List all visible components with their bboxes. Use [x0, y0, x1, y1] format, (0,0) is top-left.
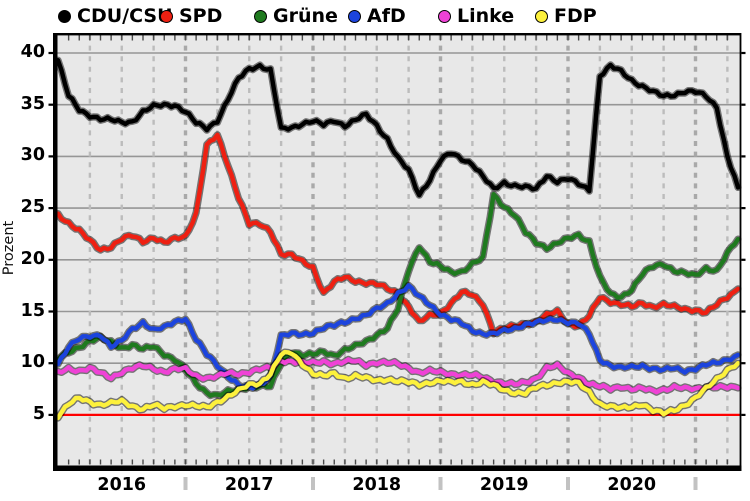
legend-label-cdu-csu: CDU/CSU — [77, 5, 173, 27]
legend-dot-spd — [160, 9, 173, 23]
year-boundary-mark — [183, 477, 188, 490]
legend-item-spd: SPD — [160, 4, 222, 28]
legend-item-linke: Linke — [438, 4, 514, 28]
x-tick-label-2016: 2016 — [97, 475, 147, 495]
legend-label-fdp: FDP — [554, 5, 597, 27]
year-boundary-mark — [693, 477, 698, 490]
legend-item-afd: AfD — [348, 4, 406, 28]
legend-item-gr-ne: Grüne — [254, 4, 338, 28]
y-tick-label-5: 5 — [32, 403, 45, 424]
series-line-gr-ne — [55, 192, 741, 398]
chart-legend: CDU/CSU SPD Grüne AfD Linke FDP — [0, 4, 750, 28]
legend-label-spd: SPD — [179, 5, 223, 27]
x-axis-line — [53, 465, 742, 471]
year-boundary-mark — [566, 477, 570, 490]
y-tick-label-10: 10 — [20, 352, 45, 373]
series-line-linke — [55, 357, 741, 395]
legend-dot-afd — [348, 9, 361, 23]
y-tick-label-15: 15 — [20, 300, 45, 321]
legend-label-gr-ne: Grüne — [273, 5, 338, 27]
y-tick-label-40: 40 — [20, 42, 45, 62]
plot-background — [57, 34, 740, 466]
legend-item-fdp: FDP — [535, 4, 597, 28]
legend-dot-linke — [438, 9, 451, 23]
legend-item-cdu-csu: CDU/CSU — [58, 4, 173, 28]
legend-dot-cdu-csu — [58, 9, 71, 23]
y-tick-label-20: 20 — [20, 248, 45, 269]
plot-border-right — [739, 33, 742, 471]
legend-dot-fdp — [535, 9, 548, 23]
year-boundary-mark — [311, 477, 315, 490]
year-boundary-mark — [438, 477, 443, 490]
plot-border-top — [53, 33, 741, 36]
y-tick-label-35: 35 — [20, 93, 45, 114]
series-line-fdp — [55, 349, 741, 421]
plot-border-left — [53, 33, 58, 471]
x-tick-label-2018: 2018 — [352, 475, 402, 495]
y-tick-label-30: 30 — [20, 145, 45, 166]
x-tick-label-2017: 2017 — [224, 475, 274, 495]
legend-dot-gr-ne — [254, 9, 267, 23]
legend-label-afd: AfD — [367, 5, 406, 27]
y-tick-label-25: 25 — [20, 197, 45, 218]
x-tick-label-2019: 2019 — [479, 475, 529, 495]
legend-label-linke: Linke — [457, 5, 515, 27]
x-tick-label-2020: 2020 — [607, 475, 657, 495]
series-line-afd — [55, 283, 741, 391]
series-line-cdu-csu — [55, 58, 741, 198]
